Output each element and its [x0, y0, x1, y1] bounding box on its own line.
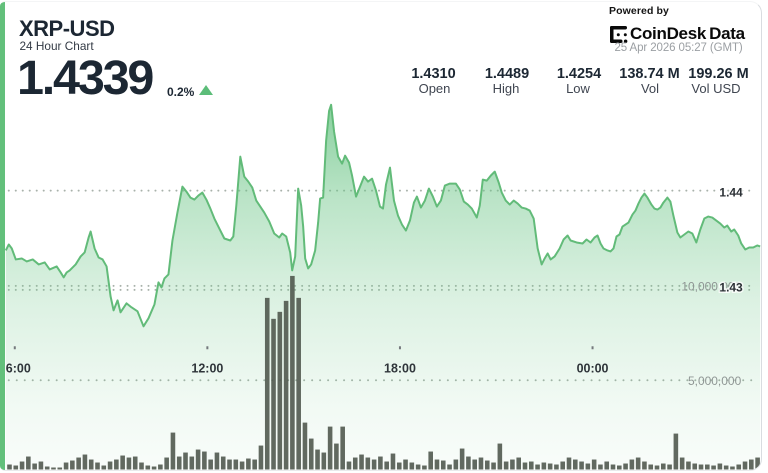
svg-text:1.43: 1.43 [719, 280, 743, 294]
svg-text:00:00: 00:00 [577, 362, 609, 376]
svg-text:18:00: 18:00 [384, 362, 416, 376]
svg-text:5,000,000: 5,000,000 [688, 374, 742, 388]
svg-text:12:00: 12:00 [191, 362, 223, 376]
svg-text:1.44: 1.44 [719, 186, 743, 200]
svg-text:10,000,000: 10,000,000 [681, 279, 741, 293]
svg-text:6:00: 6:00 [6, 362, 31, 376]
